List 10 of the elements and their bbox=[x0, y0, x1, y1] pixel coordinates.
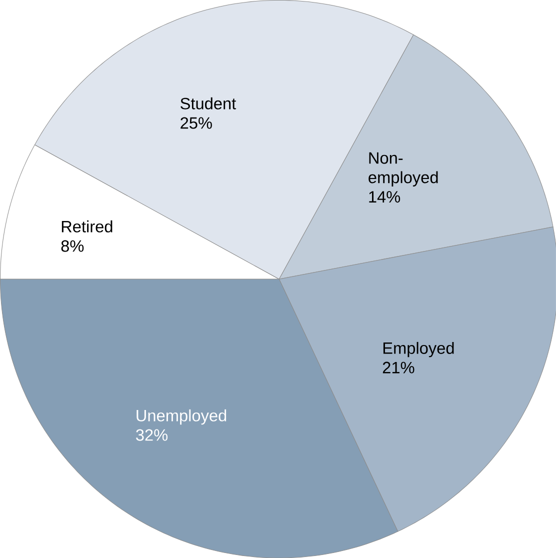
slice-label: Retired bbox=[62, 220, 112, 232]
slice-label: Unemployed bbox=[136, 409, 226, 425]
data-label: 8% bbox=[61, 240, 84, 252]
data-label: 21% bbox=[382, 362, 414, 374]
data-label: 25% bbox=[180, 117, 212, 129]
slice-label: Non-employed bbox=[368, 152, 438, 186]
slice-label: Employed bbox=[383, 342, 454, 358]
data-label: 14% bbox=[369, 191, 400, 203]
data-label: 32% bbox=[136, 429, 168, 441]
slice-label: Student bbox=[180, 97, 236, 110]
